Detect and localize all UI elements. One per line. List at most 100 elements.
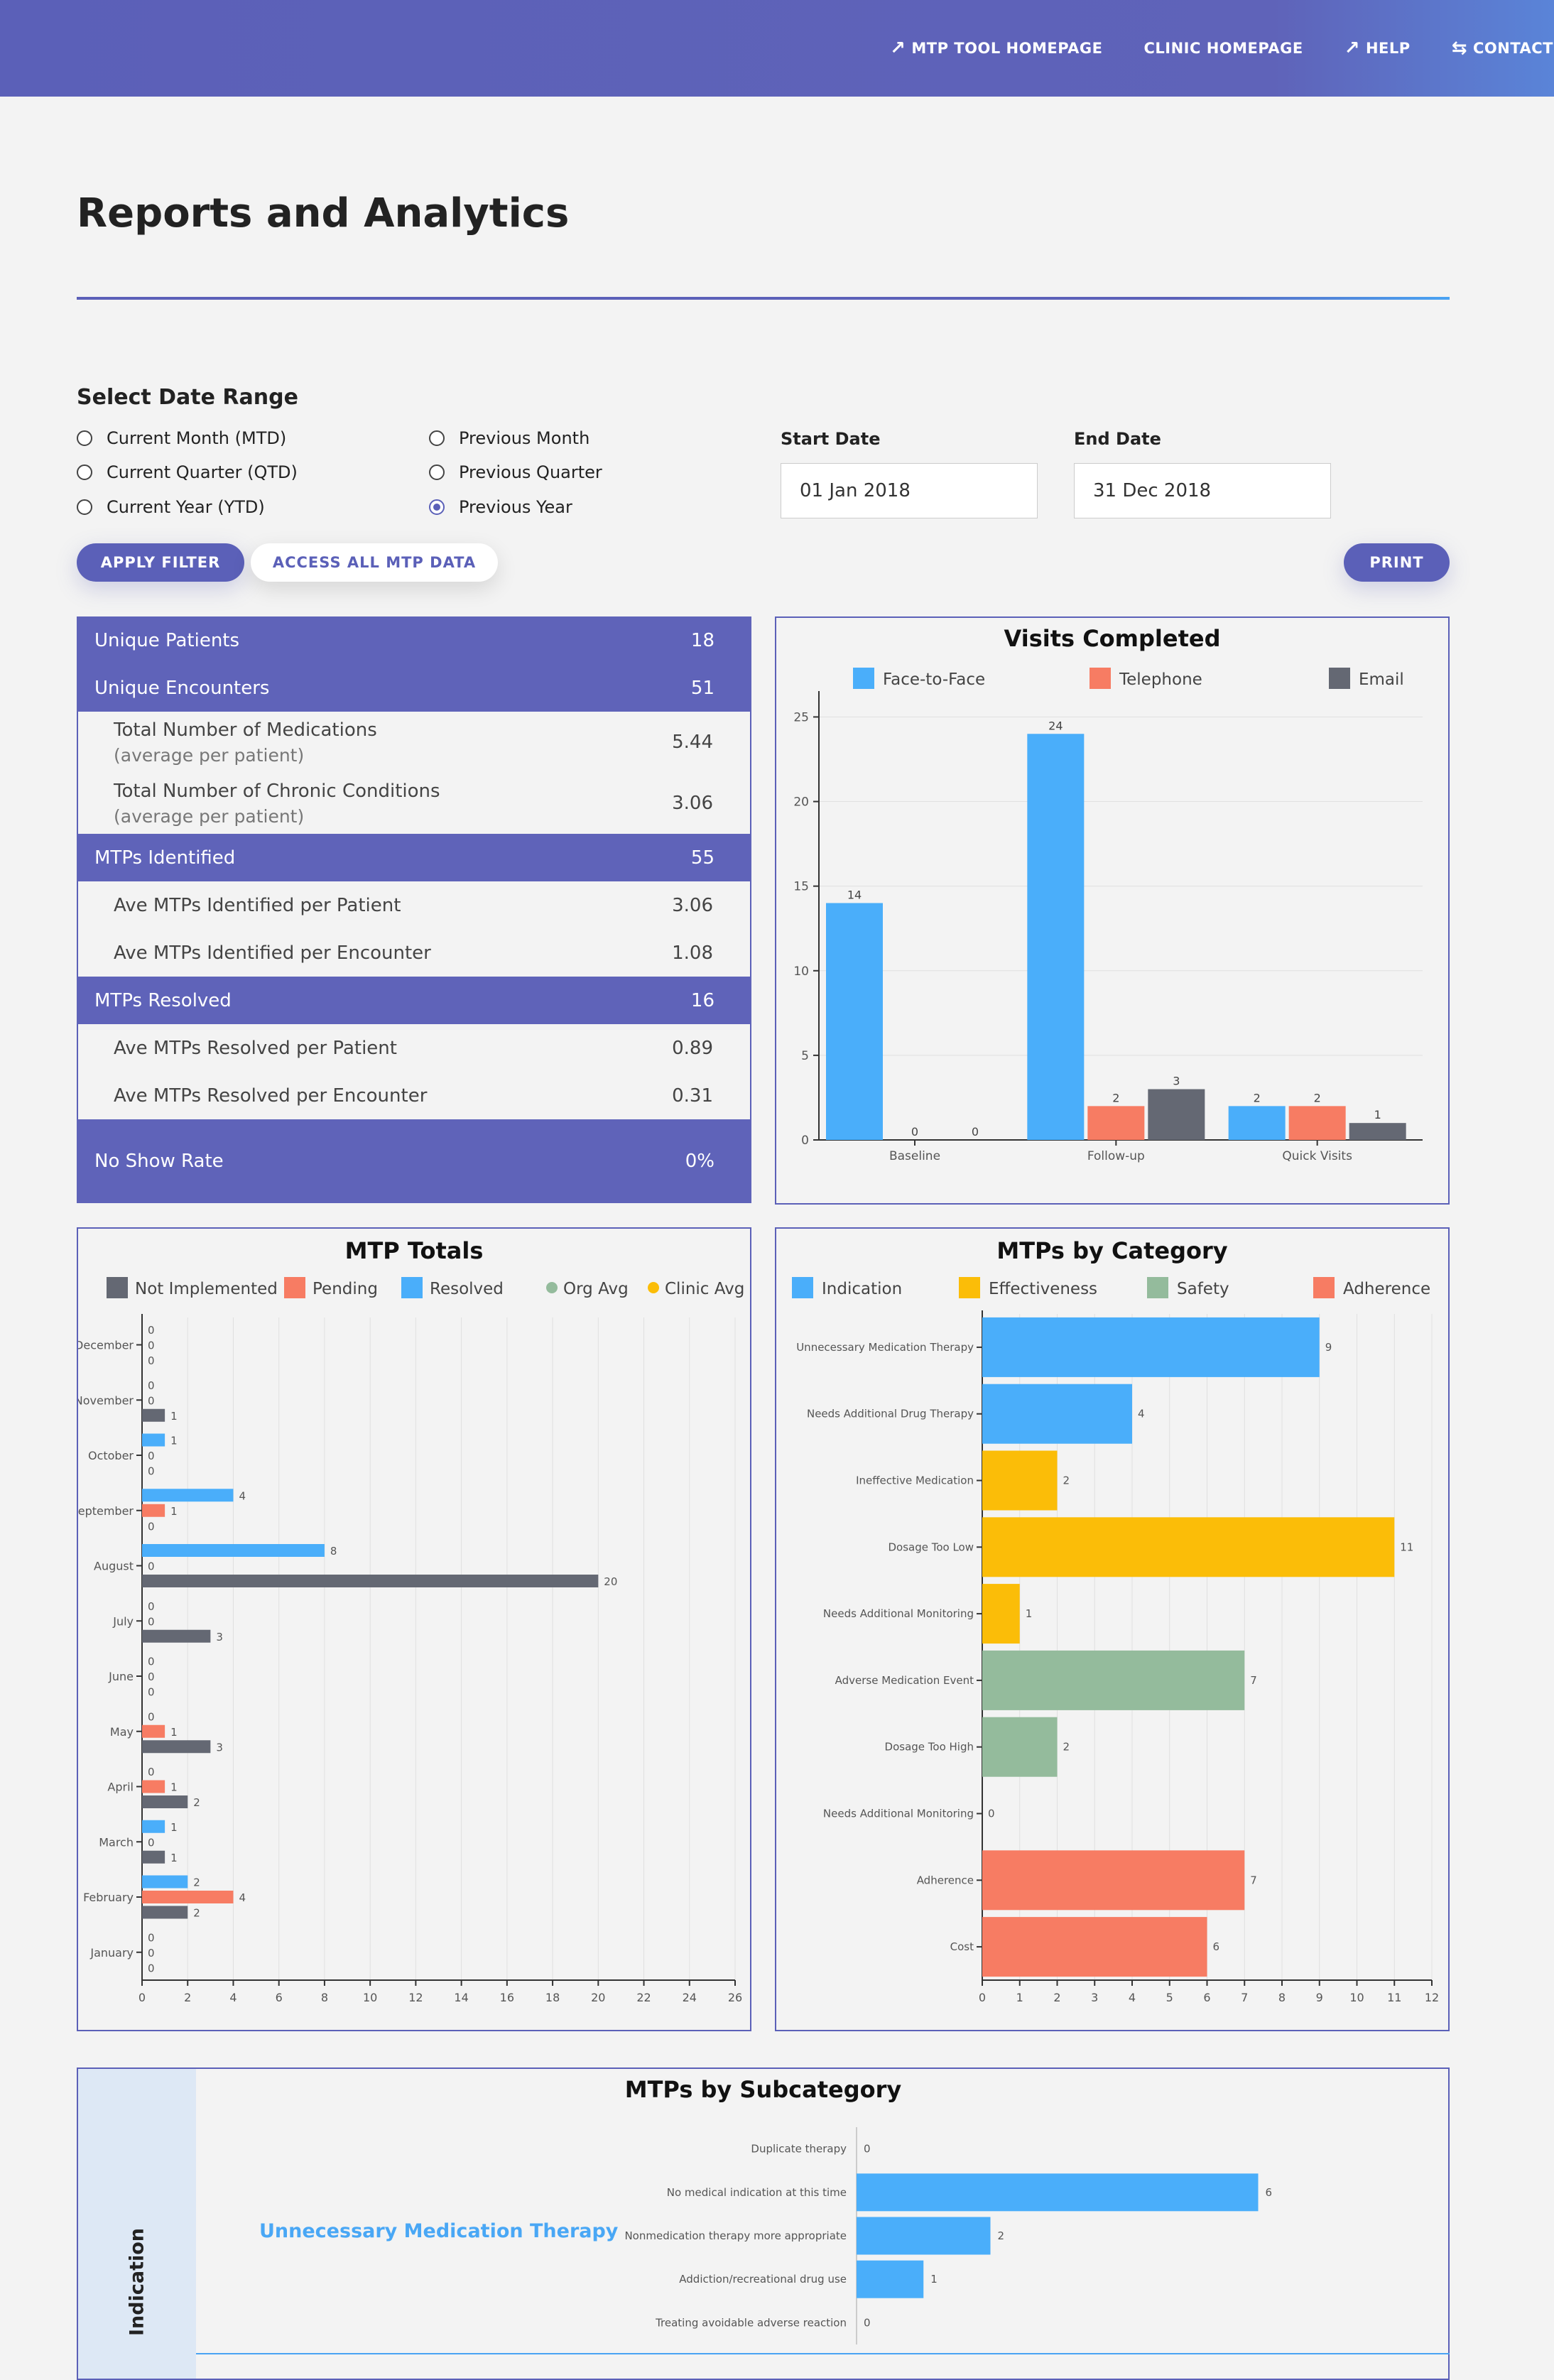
nav-links: ↗ MTP TOOL HOMEPAGE CLINIC HOMEPAGE ↗ HE… — [849, 0, 1554, 97]
radio-current-quarter[interactable]: Current Quarter (QTD) — [77, 462, 298, 482]
data-label: 0 — [148, 1686, 155, 1699]
y-tick-label: Dosage Too Low — [888, 1541, 974, 1553]
y-tick-label: Ineffective Medication — [856, 1474, 974, 1487]
y-tick-label: Adverse Medication Event — [835, 1674, 974, 1687]
chart-title: Visits Completed — [1004, 625, 1221, 652]
start-date-input[interactable] — [781, 463, 1038, 518]
legend-swatch — [1147, 1277, 1168, 1298]
data-label: 2 — [1063, 1474, 1070, 1487]
top-nav-bar: ↗ MTP TOOL HOMEPAGE CLINIC HOMEPAGE ↗ HE… — [0, 0, 1554, 97]
legend-swatch — [959, 1277, 980, 1298]
data-label: 1 — [930, 2273, 938, 2286]
nav-mtp-tool-homepage[interactable]: ↗ MTP TOOL HOMEPAGE — [890, 38, 1103, 59]
data-label: 3 — [216, 1631, 223, 1643]
x-tick-label: 18 — [545, 1991, 560, 2004]
data-label: 7 — [1250, 1674, 1257, 1687]
y-tick-label: March — [99, 1835, 134, 1849]
data-label: 0 — [148, 1600, 155, 1613]
x-tick-label: 5 — [1166, 1991, 1173, 2004]
bar — [982, 1450, 1058, 1511]
bar — [982, 1850, 1245, 1911]
y-tick-label: Unnecessary Medication Therapy — [796, 1341, 974, 1354]
radio-circle[interactable] — [77, 430, 92, 446]
data-label: 9 — [1325, 1341, 1332, 1354]
data-label: 11 — [1400, 1541, 1413, 1553]
legend-label: Org Avg — [563, 1280, 629, 1298]
data-label: 1 — [170, 1726, 178, 1739]
radio-circle[interactable] — [429, 464, 445, 480]
y-tick-label: 20 — [793, 795, 809, 810]
stat-mtps-resolved: MTPs Resolved 16 — [77, 977, 751, 1024]
data-label: 2 — [1063, 1741, 1070, 1754]
apply-filter-button[interactable]: APPLY FILTER — [77, 543, 244, 582]
x-tick-label: 2 — [184, 1991, 191, 2004]
mtps-by-category-chart: Indication Effectiveness Safety Adherence 0 1… — [792, 1277, 1439, 2004]
nav-contact-us[interactable]: ⇆ CONTACT US — [1451, 38, 1554, 59]
x-tick-label: Baseline — [889, 1149, 940, 1163]
bar — [982, 1384, 1132, 1444]
y-tick-label: September — [78, 1504, 134, 1518]
x-tick-label: 22 — [636, 1991, 651, 2004]
x-tick-label: 2 — [1053, 1991, 1060, 2004]
radio-circle[interactable] — [429, 430, 445, 446]
data-label: 1 — [170, 1852, 178, 1864]
data-label: 6 — [1213, 1940, 1220, 1953]
data-label: 2 — [193, 1907, 200, 1920]
data-label: 0 — [148, 1615, 155, 1628]
bar — [1349, 1123, 1406, 1140]
y-tick-label: 10 — [793, 965, 809, 979]
legend-swatch — [1329, 668, 1350, 689]
data-label: 3 — [216, 1741, 223, 1754]
legend-label: Not Implemented — [135, 1280, 278, 1298]
title-divider — [77, 297, 1450, 300]
radio-circle[interactable] — [77, 499, 92, 515]
stat-total-chronic-conditions: Total Number of Chronic Conditions (avera… — [77, 773, 751, 834]
radio-previous-year[interactable]: Previous Year — [429, 497, 572, 517]
print-button[interactable]: PRINT — [1344, 543, 1450, 582]
data-label: 0 — [972, 1125, 979, 1139]
bar — [142, 1850, 165, 1864]
chart-title: MTPs by Category — [996, 1237, 1228, 1264]
legend-swatch — [107, 1277, 128, 1298]
x-tick-label: 26 — [728, 1991, 742, 2004]
data-label: 24 — [1048, 719, 1063, 732]
arrow-up-right-icon: ↗ — [1344, 38, 1360, 59]
y-tick-label: June — [108, 1670, 134, 1683]
stat-ave-identified-encounter: Ave MTPs Identified per Encounter 1.08 — [77, 929, 751, 977]
data-label: 0 — [148, 1931, 155, 1944]
bar — [142, 1875, 188, 1889]
end-date-input[interactable] — [1074, 463, 1331, 518]
x-tick-label: 12 — [1425, 1991, 1439, 2004]
y-tick-label: April — [107, 1781, 134, 1794]
x-tick-label: 4 — [1129, 1991, 1136, 2004]
mtps-by-subcategory-chart: 0 Duplicate therapy 6 No medical indication… — [624, 2127, 1273, 2344]
data-label: 0 — [988, 1808, 995, 1820]
radio-previous-quarter[interactable]: Previous Quarter — [429, 462, 602, 482]
stat-no-show-rate: No Show Rate 0% — [77, 1119, 751, 1203]
access-all-mtp-data-button[interactable]: ACCESS ALL MTP DATA — [251, 543, 498, 582]
data-label: 2 — [998, 2229, 1005, 2242]
data-label: 0 — [148, 1450, 155, 1462]
x-tick-label: 24 — [683, 1991, 697, 2004]
radio-previous-month[interactable]: Previous Month — [429, 428, 589, 448]
end-date-label: End Date — [1074, 429, 1161, 449]
data-label: 6 — [1266, 2186, 1273, 2199]
bar — [1027, 734, 1085, 1140]
radio-current-month[interactable]: Current Month (MTD) — [77, 428, 286, 448]
category-tab-indication[interactable]: Indication — [78, 2069, 196, 2379]
mtp-totals-chart: Not Implemented Pending Resolved Org Avg Cli… — [78, 1277, 744, 2004]
bar — [142, 1891, 234, 1903]
y-tick-label: Addiction/recreational drug use — [679, 2273, 847, 2286]
bar — [857, 2217, 991, 2255]
subcategory-divider — [196, 2353, 1450, 2354]
legend-swatch — [401, 1277, 423, 1298]
radio-current-year[interactable]: Current Year (YTD) — [77, 497, 265, 517]
nav-clinic-homepage[interactable]: CLINIC HOMEPAGE — [1143, 40, 1303, 57]
y-tick-label: Treating avoidable adverse reaction — [655, 2316, 847, 2329]
nav-help[interactable]: ↗ HELP — [1344, 38, 1411, 59]
stat-total-medications: Total Number of Medications (average per … — [77, 712, 751, 773]
data-label: 1 — [170, 1821, 178, 1834]
radio-circle-selected[interactable] — [429, 499, 445, 515]
radio-circle[interactable] — [77, 464, 92, 480]
legend-swatch — [284, 1277, 305, 1298]
